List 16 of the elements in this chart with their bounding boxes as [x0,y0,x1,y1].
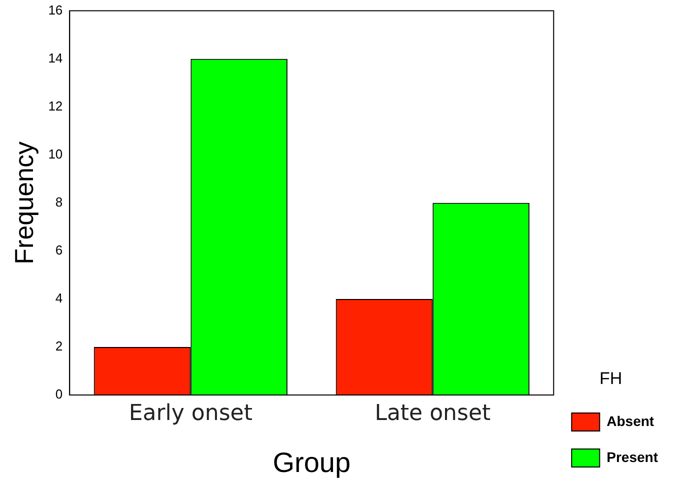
y-tick-label: 12 [48,98,63,114]
y-tick-label: 14 [48,50,63,66]
legend-label: Present [606,448,658,465]
x-tick-label: Late onset [374,400,491,426]
y-tick-label: 10 [48,146,63,162]
legend-title: FH [599,368,622,388]
y-tick-label: 4 [55,290,63,306]
y-tick-label: 2 [55,338,63,354]
y-tick-label: 0 [55,386,63,402]
y-tick-label: 6 [55,242,63,258]
y-axis-title: Frequency [8,141,39,264]
y-tick-label: 8 [55,194,63,210]
x-axis-title: Group [272,446,351,478]
y-tick-label: 16 [48,2,63,18]
legend-label: Absent [606,412,654,429]
x-tick-label: Early onset [128,400,253,426]
